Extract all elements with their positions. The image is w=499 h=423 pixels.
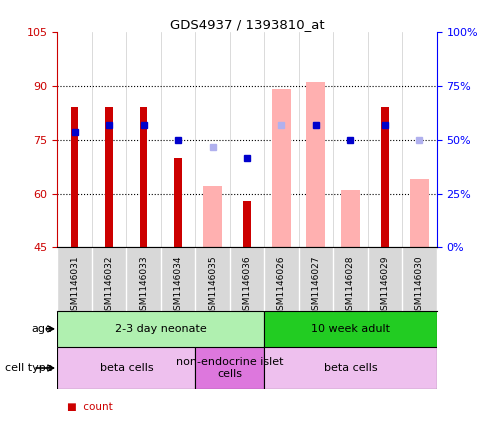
Text: GSM1146027: GSM1146027 <box>311 255 320 316</box>
Text: GSM1146032: GSM1146032 <box>105 255 114 316</box>
Bar <box>105 107 113 247</box>
Text: GSM1146034: GSM1146034 <box>174 255 183 316</box>
Text: GSM1146026: GSM1146026 <box>277 255 286 316</box>
Bar <box>57 347 195 389</box>
Bar <box>264 311 437 347</box>
Text: GSM1146029: GSM1146029 <box>380 255 389 316</box>
Bar <box>203 187 222 247</box>
Bar <box>71 107 78 247</box>
Text: beta cells: beta cells <box>324 363 377 373</box>
Text: non-endocrine islet
cells: non-endocrine islet cells <box>176 357 283 379</box>
Title: GDS4937 / 1393810_at: GDS4937 / 1393810_at <box>170 18 324 30</box>
Text: GSM1146030: GSM1146030 <box>415 255 424 316</box>
Text: GSM1146035: GSM1146035 <box>208 255 217 316</box>
Bar <box>174 158 182 247</box>
Bar <box>381 107 389 247</box>
Bar <box>306 82 325 247</box>
Text: GSM1146036: GSM1146036 <box>243 255 251 316</box>
Text: GSM1146028: GSM1146028 <box>346 255 355 316</box>
Bar <box>57 311 264 347</box>
Bar <box>243 201 251 247</box>
Bar <box>272 89 291 247</box>
Text: beta cells: beta cells <box>99 363 153 373</box>
Bar <box>195 347 264 389</box>
Text: 10 week adult: 10 week adult <box>311 324 390 334</box>
Bar <box>264 347 437 389</box>
Bar <box>410 179 429 247</box>
Bar <box>341 190 360 247</box>
Text: age: age <box>31 324 52 334</box>
Text: 2-3 day neonate: 2-3 day neonate <box>115 324 207 334</box>
Text: cell type: cell type <box>5 363 52 373</box>
Bar <box>140 107 147 247</box>
Text: ■  count: ■ count <box>67 402 113 412</box>
Text: GSM1146033: GSM1146033 <box>139 255 148 316</box>
Text: GSM1146031: GSM1146031 <box>70 255 79 316</box>
